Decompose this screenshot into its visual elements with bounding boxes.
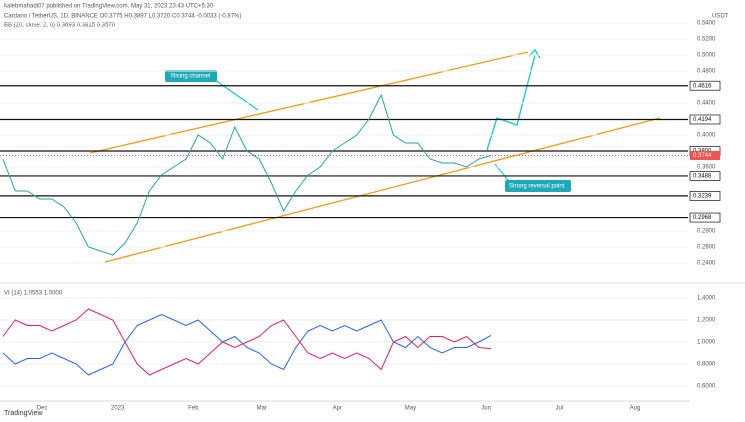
level-label: 0.3488 [693, 174, 712, 180]
level-label: 0.4616 [693, 83, 712, 89]
y-tick-label: 0.8000 [697, 362, 716, 368]
y-tick-label: 0.2800 [697, 229, 716, 235]
y-tick-label: 0.6000 [697, 384, 716, 390]
series-line [2, 308, 492, 376]
level-label-box [689, 212, 721, 223]
bb-legend: BB (20, close, 2, 0) 0.3693 0.3815 0.357… [4, 23, 116, 29]
y-tick-label: 0.4000 [697, 133, 716, 139]
channel-lower [104, 117, 661, 263]
current-price-label: 0.3744 [693, 153, 712, 159]
x-tick-label: Aug [630, 406, 641, 412]
level-label-box [689, 171, 721, 181]
pane-title: VI (14) 1.0553 1.0000 [4, 291, 63, 297]
annotation-box [165, 70, 217, 82]
current-price-box [690, 150, 720, 160]
y-tick-label: 0.3600 [697, 165, 716, 171]
level-label-box [689, 114, 721, 125]
x-tick-label: Dec [37, 406, 48, 412]
level-label: 0.3239 [693, 193, 712, 199]
y-tick-label: 0.4400 [697, 101, 716, 107]
annotation-text: Strong reversal point [509, 184, 565, 190]
x-tick-label: Feb [188, 406, 199, 412]
y-tick-label: 1.0000 [697, 340, 716, 346]
y-tick-label: 0.2400 [697, 261, 716, 267]
symbol-legend: Cardano / TetherUS, 1D, BINANCE O0.3775 … [4, 14, 241, 20]
annotation-arrow [214, 79, 259, 111]
y-tick-label: 0.5200 [697, 37, 716, 43]
y-tick-label: 0.5400 [697, 21, 716, 27]
annotation-text: Rising channel [171, 74, 210, 80]
y-tick-label: 0.4800 [697, 69, 716, 75]
y-tick-label: 1.2000 [697, 318, 716, 324]
level-label-box [689, 191, 721, 201]
publisher: kalebmahadi07 published on TradingView.c… [4, 4, 214, 10]
level-label-box [689, 80, 721, 91]
x-tick-label: May [405, 406, 416, 412]
series-line [2, 93, 492, 256]
y-tick-label: 0.2600 [697, 245, 716, 251]
annotation-box [505, 180, 571, 192]
footer-brand: TradingView [4, 410, 43, 417]
series-line [2, 313, 492, 376]
y-tick-label: 1.4000 [697, 296, 716, 302]
y-tick-label: 0.5000 [697, 53, 716, 59]
x-tick-label: Apr [333, 406, 342, 412]
currency: USDT [712, 14, 729, 20]
x-tick-label: Jul [555, 406, 563, 412]
x-tick-label: Jun [481, 406, 491, 412]
projection-path [486, 54, 536, 151]
level-label: 0.4194 [693, 117, 712, 123]
level-label: 0.2968 [693, 215, 712, 221]
x-tick-label: Mar [256, 406, 266, 412]
x-tick-label: 2023 [111, 406, 125, 412]
